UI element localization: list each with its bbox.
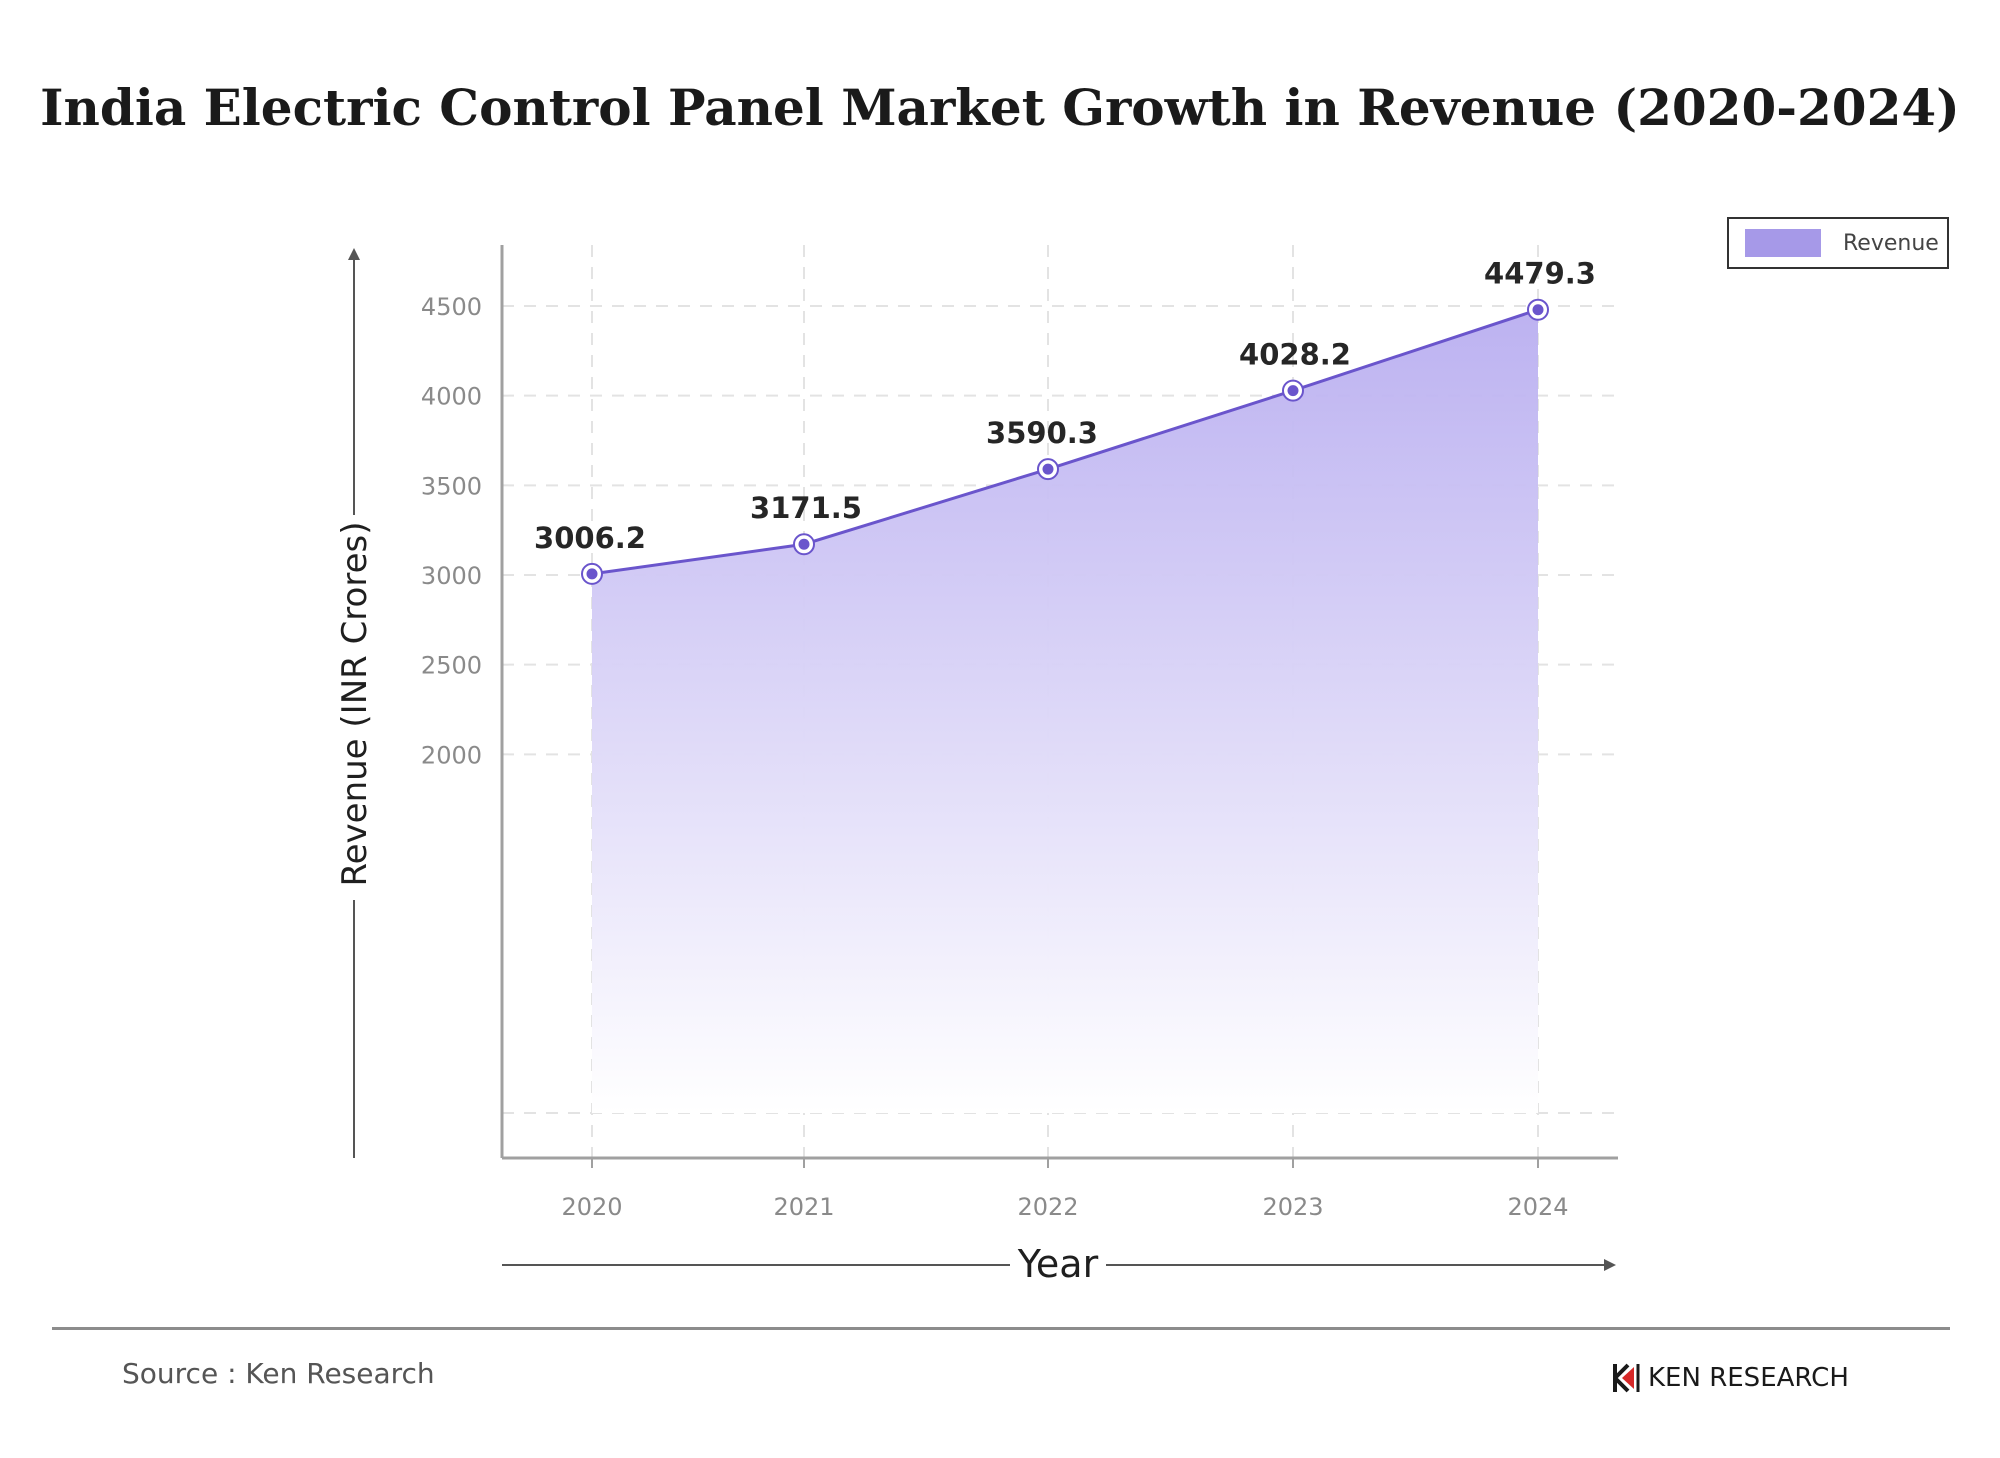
source-text: Source : Ken Research	[122, 1357, 435, 1390]
x-tick-label: 2024	[1507, 1193, 1568, 1221]
legend-swatch	[1745, 229, 1821, 257]
data-label: 3590.3	[986, 416, 1098, 450]
data-label: 3006.2	[534, 521, 646, 555]
data-label: 3171.5	[750, 491, 862, 525]
ken-research-logo-icon	[1613, 1363, 1640, 1393]
axes	[500, 245, 1618, 1168]
brand: KEN RESEARCH	[1612, 1360, 1849, 1396]
y-axis-title: Revenue (INR Crores)	[335, 522, 375, 887]
y-tick-label: 3000	[421, 562, 482, 590]
x-tick-label: 2021	[773, 1193, 834, 1221]
data-point	[1037, 458, 1059, 481]
data-point	[581, 562, 603, 585]
data-points	[581, 298, 1549, 585]
footer-divider	[52, 1327, 1950, 1330]
data-point	[1527, 298, 1549, 321]
axis-titles: Year Revenue (INR Crores)	[335, 248, 1616, 1286]
legend: Revenue	[1727, 217, 1949, 269]
data-point	[793, 533, 815, 556]
y-tick-label: 2000	[421, 741, 482, 769]
tick-labels: 2000 2500 3000 3500 4000 4500 2020 2021 2022 2023…	[421, 293, 1569, 1221]
x-tick-label: 2020	[561, 1193, 622, 1221]
area-fill	[592, 309, 1538, 1114]
data-label: 4479.3	[1484, 257, 1596, 291]
data-point-dot	[1287, 385, 1299, 397]
area-path	[592, 309, 1538, 1114]
chart-title: India Electric Control Panel Market Grow…	[40, 78, 1960, 137]
y-tick-label: 4500	[421, 293, 482, 321]
x-tick-label: 2023	[1262, 1193, 1323, 1221]
y-tick-label: 4000	[421, 383, 482, 411]
data-point-dot	[1532, 304, 1544, 316]
y-tick-label: 2500	[421, 652, 482, 680]
data-point	[1282, 379, 1304, 402]
legend-label: Revenue	[1843, 230, 1939, 256]
x-tick-label: 2022	[1017, 1193, 1078, 1221]
data-point-dot	[798, 538, 810, 550]
data-label: 4028.2	[1239, 338, 1351, 372]
data-point-dot	[586, 568, 598, 580]
data-point-dot	[1042, 463, 1054, 475]
data-labels: 3006.2 3171.5 3590.3 4028.2 4479.3	[534, 257, 1596, 555]
brand-name: KEN RESEARCH	[1648, 1363, 1849, 1393]
x-axis-title: Year	[1017, 1242, 1099, 1286]
y-tick-label: 3500	[421, 472, 482, 500]
